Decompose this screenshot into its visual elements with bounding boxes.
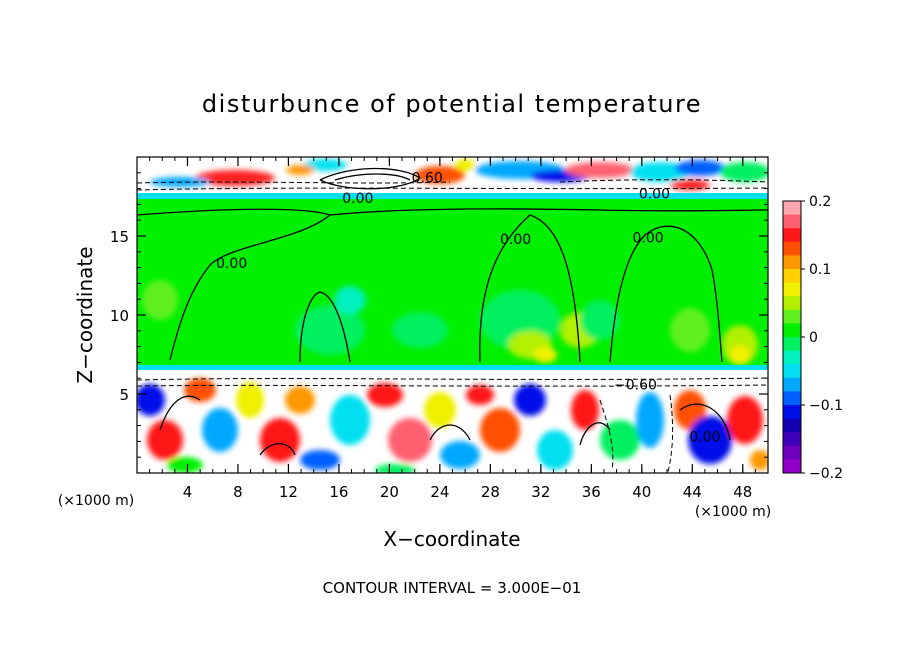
y-tick-label: 10: [110, 307, 129, 325]
x-unit-right: (×1000 m): [695, 504, 771, 520]
x-tick-label: 24: [430, 483, 449, 501]
colorbar-swatch: [783, 296, 801, 311]
colorbar-swatch: [783, 364, 801, 379]
lower-boundary-band: [137, 365, 768, 370]
colorbar-swatch: [783, 459, 801, 474]
colorbar-tick-label: 0.1: [809, 262, 831, 278]
contour-lines: [137, 167, 768, 456]
axes: [136, 156, 769, 474]
contour-label: 0.00: [500, 232, 531, 248]
contour-labels: 0.00 0.60 0.00 0.00 0.00 0.00 −0.60 0.00: [216, 171, 720, 446]
colorbar-swatch: [783, 228, 801, 243]
plot-area: [137, 157, 768, 473]
colorbar-swatch: [783, 377, 801, 392]
colorbar-tick-label: 0.2: [809, 194, 831, 210]
x-tick-label: 40: [632, 483, 651, 501]
colorbar-swatch: [783, 405, 801, 420]
colorbar: [782, 200, 805, 474]
x-tick-label: 36: [582, 483, 601, 501]
contour-interval-note: CONTOUR INTERVAL = 3.000E−01: [323, 579, 582, 597]
contour-label: 0.00: [216, 256, 247, 272]
colorbar-tick-label: −0.1: [809, 398, 843, 414]
colorbar-swatch: [783, 241, 801, 256]
colorbar-tick-label: 0: [809, 330, 818, 346]
contour-label: −0.60: [614, 378, 657, 394]
contour-label: 0.60: [412, 171, 443, 187]
chart-title: disturbunce of potential temperature: [202, 90, 702, 118]
colorbar-swatch: [783, 432, 801, 447]
colorbar-tick-label: −0.2: [809, 466, 843, 482]
y-axis-label: Z−coordinate: [73, 246, 97, 383]
x-unit-left: (×1000 m): [58, 493, 134, 509]
colorbar-swatch: [783, 350, 801, 365]
colorbar-swatch: [783, 309, 801, 324]
colorbar-swatch: [783, 214, 801, 229]
x-tick-label: 48: [733, 483, 752, 501]
x-axis-label: X−coordinate: [383, 527, 520, 551]
colorbar-swatch: [783, 445, 801, 460]
colorbar-swatch: [783, 337, 801, 352]
colorbar-swatch: [783, 282, 801, 297]
colorbar-swatch: [783, 418, 801, 433]
x-tick-label: 16: [329, 483, 348, 501]
contour-label: 0.00: [633, 231, 664, 247]
x-tick-label: 44: [683, 483, 702, 501]
y-tick-label: 15: [110, 228, 129, 246]
tropopause-band: [137, 193, 768, 199]
lower-layer-blobs: [137, 378, 768, 473]
x-tick-label: 4: [183, 483, 193, 501]
colorbar-tick-labels: 0.2 0.1 0 −0.1 −0.2: [809, 194, 843, 482]
contour-label: 0.00: [689, 430, 720, 446]
x-tick-label: 28: [481, 483, 500, 501]
colorbar-swatch: [783, 391, 801, 406]
upper-layer-blobs: [150, 159, 768, 190]
contour-label: 0.00: [639, 186, 670, 202]
middle-layer-blobs: [142, 280, 758, 365]
contour-label: 0.00: [342, 191, 373, 207]
y-tick-label: 5: [119, 386, 129, 404]
x-tick-label: 32: [531, 483, 550, 501]
x-tick-labels: 4 8 12 16 20 24 28 32 36 40 44 48: [183, 483, 753, 501]
colorbar-swatch: [783, 269, 801, 284]
y-tick-labels: 5 10 15: [110, 228, 129, 404]
dashed-contours: [137, 179, 768, 473]
x-tick-label: 12: [279, 483, 298, 501]
colorbar-swatch: [783, 201, 801, 216]
colorbar-swatch: [783, 323, 801, 338]
x-tick-label: 20: [380, 483, 399, 501]
x-tick-label: 8: [233, 483, 243, 501]
colorbar-swatch: [783, 255, 801, 270]
